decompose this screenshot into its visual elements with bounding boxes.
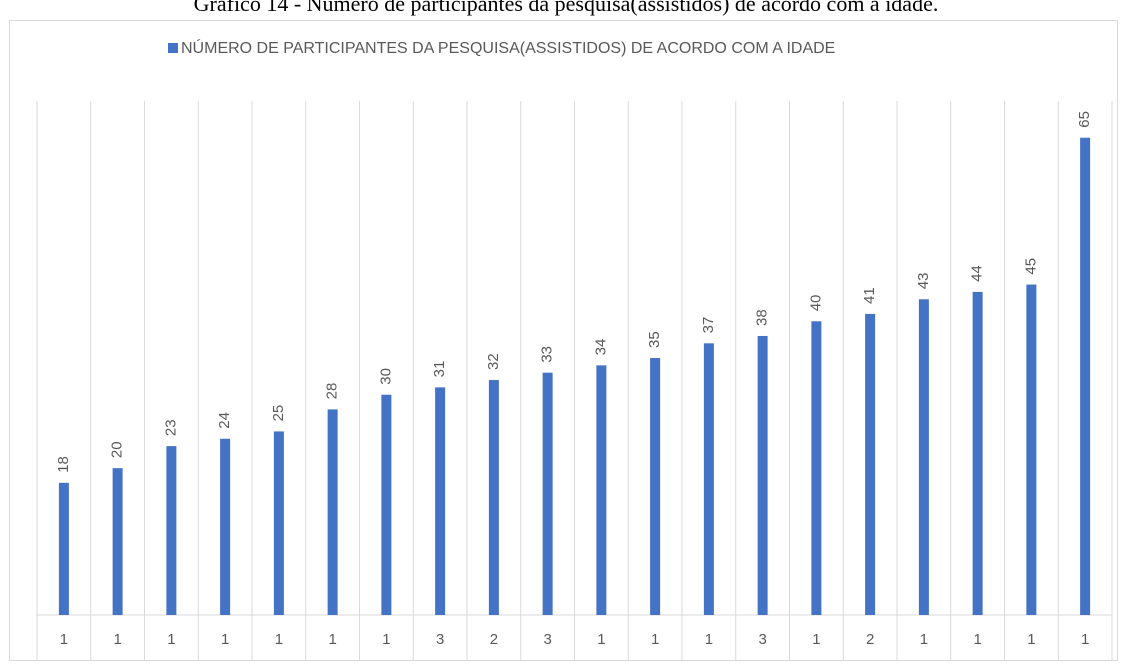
legend-label: NÚMERO DE PARTICIPANTES DA PESQUISA(ASSI… — [181, 38, 835, 57]
bar — [918, 299, 929, 615]
bar — [435, 387, 446, 615]
data-label: 44 — [969, 265, 986, 282]
data-label: 30 — [377, 368, 394, 385]
x-tick-label: 1 — [920, 631, 928, 648]
x-tick-label: 1 — [812, 631, 820, 648]
legend-swatch — [168, 43, 178, 53]
bar — [381, 394, 392, 615]
chart-title: Gráfico 14 - Número de participantes da … — [194, 0, 939, 16]
x-tick-label: 3 — [758, 631, 766, 648]
x-tick-label: 1 — [221, 631, 229, 648]
data-label: 43 — [915, 273, 932, 290]
data-label: 18 — [55, 456, 72, 473]
bar — [972, 291, 983, 615]
data-label: 35 — [646, 331, 663, 348]
data-label: 33 — [539, 346, 556, 363]
x-tick-label: 1 — [60, 631, 68, 648]
data-label: 34 — [592, 339, 609, 356]
x-tick-label: 1 — [1081, 631, 1089, 648]
x-tick-label: 1 — [973, 631, 981, 648]
x-tick-label: 1 — [705, 631, 713, 648]
x-tick-label: 1 — [113, 631, 121, 648]
data-label: 41 — [861, 287, 878, 304]
bar — [596, 365, 607, 615]
bar — [650, 358, 661, 615]
x-tick-label: 1 — [167, 631, 175, 648]
x-tick-label: 1 — [275, 631, 283, 648]
bar — [488, 380, 499, 615]
bar — [865, 313, 876, 615]
x-tick-label: 1 — [328, 631, 336, 648]
data-label: 31 — [431, 361, 448, 378]
data-label: 25 — [270, 405, 287, 422]
x-tick-label: 1 — [651, 631, 659, 648]
bar — [273, 431, 284, 615]
bar — [703, 343, 714, 615]
bar — [542, 372, 553, 615]
x-tick-label: 2 — [866, 631, 874, 648]
x-tick-label: 1 — [382, 631, 390, 648]
data-label: 32 — [485, 353, 502, 370]
bar — [220, 438, 231, 615]
bar — [112, 468, 123, 615]
data-label: 45 — [1022, 258, 1039, 275]
data-label: 28 — [324, 383, 341, 400]
data-label: 23 — [162, 419, 179, 436]
data-label: 65 — [1076, 111, 1093, 128]
x-tick-label: 3 — [436, 631, 444, 648]
data-label: 40 — [807, 295, 824, 312]
bar — [1026, 284, 1037, 615]
data-label: 20 — [109, 441, 126, 458]
bar — [58, 482, 69, 615]
chart-frame — [9, 20, 1118, 661]
x-tick-label: 3 — [543, 631, 551, 648]
bar — [811, 321, 822, 615]
x-tick-label: 1 — [1027, 631, 1035, 648]
bar — [327, 409, 338, 615]
data-label: 38 — [754, 309, 771, 326]
data-label: 37 — [700, 317, 717, 334]
bar — [1080, 137, 1091, 615]
bar — [757, 335, 768, 615]
data-label: 24 — [216, 412, 233, 429]
x-tick-label: 1 — [597, 631, 605, 648]
bar — [166, 446, 177, 615]
x-tick-label: 2 — [490, 631, 498, 648]
